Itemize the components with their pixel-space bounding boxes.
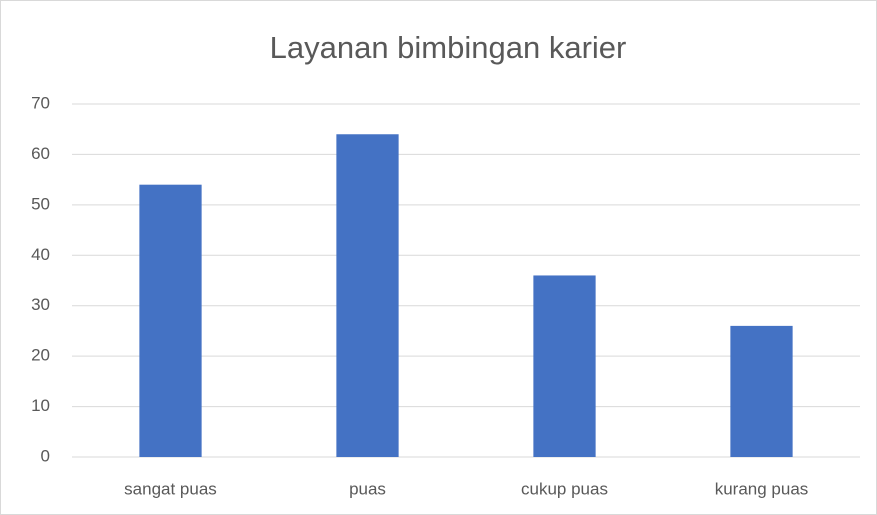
chart-title: Layanan bimbingan karier: [270, 30, 627, 65]
y-tick-label: 70: [31, 93, 50, 112]
y-tick-label: 60: [31, 144, 50, 163]
bar: [730, 325, 793, 457]
x-tick-label: cukup puas: [521, 479, 608, 498]
bar: [336, 134, 399, 457]
x-tick-label: puas: [349, 479, 386, 498]
y-tick-label: 30: [31, 295, 50, 314]
x-tick-label: kurang puas: [715, 479, 809, 498]
bar: [139, 184, 202, 457]
y-tick-label: 0: [41, 446, 50, 465]
y-tick-label: 40: [31, 245, 50, 264]
y-tick-label: 10: [31, 396, 50, 415]
x-tick-label: sangat puas: [124, 479, 217, 498]
y-tick-label: 20: [31, 346, 50, 365]
y-tick-label: 50: [31, 194, 50, 213]
bar: [533, 275, 596, 457]
